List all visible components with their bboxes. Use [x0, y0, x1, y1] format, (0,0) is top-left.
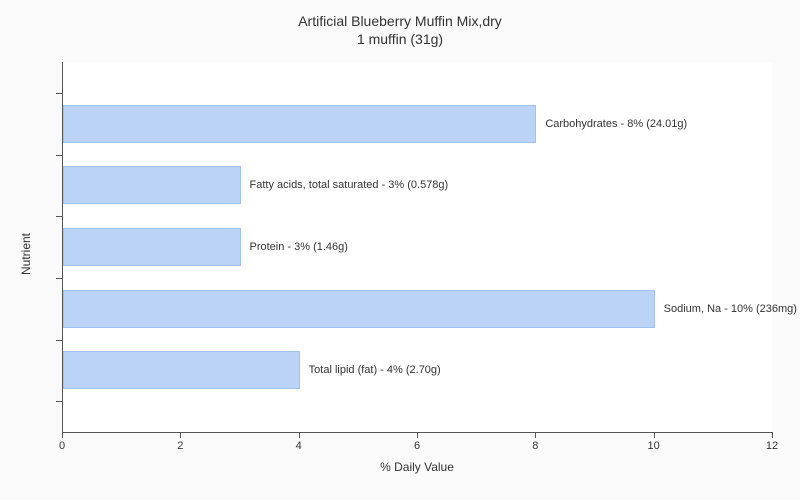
y-tick [56, 93, 62, 94]
x-tick [772, 432, 773, 438]
y-tick [56, 216, 62, 217]
y-axis-label: Nutrient [19, 233, 33, 275]
bar [63, 166, 241, 204]
y-tick [56, 340, 62, 341]
x-tick-label: 6 [414, 440, 420, 452]
x-tick [417, 432, 418, 438]
x-tick-label: 10 [648, 440, 660, 452]
chart-title-line2: 1 muffin (31g) [357, 31, 443, 47]
bar [63, 105, 536, 143]
chart-title: Artificial Blueberry Muffin Mix,dry 1 mu… [0, 12, 800, 48]
y-tick [56, 155, 62, 156]
y-tick [56, 401, 62, 402]
x-tick-label: 4 [296, 440, 302, 452]
x-tick [180, 432, 181, 438]
y-tick [56, 278, 62, 279]
x-tick-label: 12 [766, 440, 778, 452]
bar [63, 228, 241, 266]
x-tick-label: 8 [532, 440, 538, 452]
bar-label: Fatty acids, total saturated - 3% (0.578… [250, 179, 449, 191]
chart-container: Artificial Blueberry Muffin Mix,dry 1 mu… [0, 0, 800, 500]
bar-label: Carbohydrates - 8% (24.01g) [545, 118, 687, 130]
x-tick [299, 432, 300, 438]
x-axis-label: % Daily Value [380, 460, 454, 474]
chart-title-line1: Artificial Blueberry Muffin Mix,dry [298, 13, 502, 29]
x-tick-label: 2 [177, 440, 183, 452]
bar-label: Total lipid (fat) - 4% (2.70g) [309, 364, 441, 376]
x-tick [535, 432, 536, 438]
bar-label: Sodium, Na - 10% (236mg) [664, 303, 797, 315]
bar [63, 290, 655, 328]
bar [63, 351, 300, 389]
bar-label: Protein - 3% (1.46g) [250, 241, 348, 253]
x-tick [654, 432, 655, 438]
x-tick [62, 432, 63, 438]
x-tick-label: 0 [59, 440, 65, 452]
